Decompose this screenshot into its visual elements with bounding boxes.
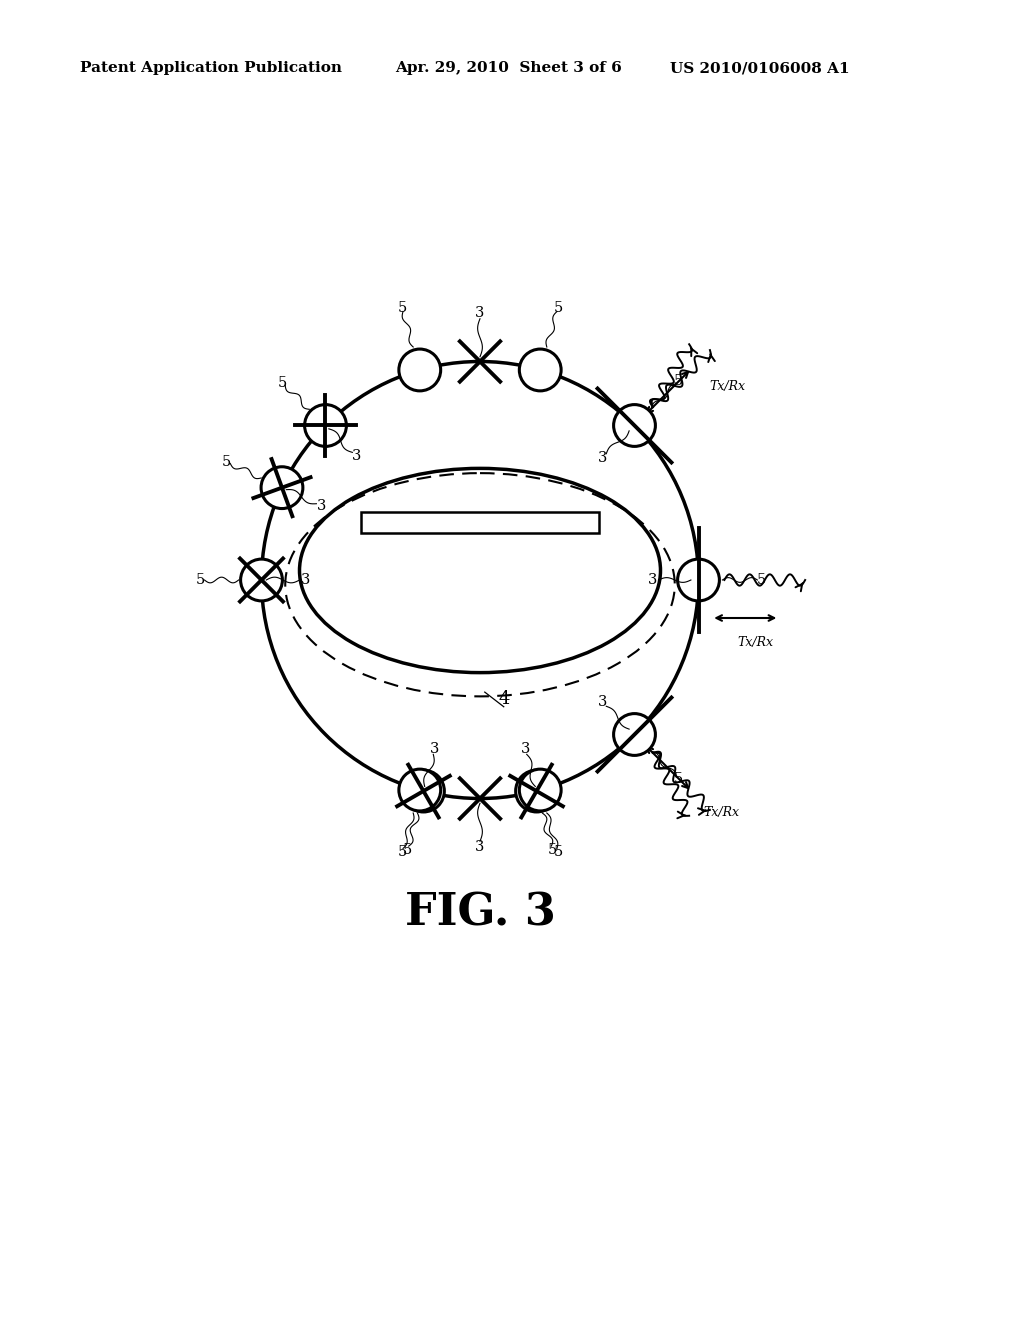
- Circle shape: [241, 560, 283, 601]
- Text: 5: 5: [548, 842, 557, 857]
- Bar: [361, 512, 599, 532]
- Text: 5: 5: [222, 455, 231, 469]
- Circle shape: [261, 467, 303, 508]
- Text: 5: 5: [674, 772, 683, 785]
- Circle shape: [678, 560, 720, 601]
- Text: 3: 3: [598, 450, 607, 465]
- Text: FIG. 3: FIG. 3: [404, 891, 555, 935]
- Circle shape: [399, 348, 440, 391]
- Text: Tx/Rx: Tx/Rx: [703, 807, 739, 820]
- Text: 5: 5: [757, 573, 766, 587]
- Text: 3: 3: [316, 499, 327, 513]
- Text: 3: 3: [520, 742, 530, 756]
- Circle shape: [399, 770, 440, 810]
- Text: 5: 5: [403, 842, 413, 857]
- Circle shape: [519, 348, 561, 391]
- Circle shape: [304, 405, 346, 446]
- Text: 5: 5: [278, 375, 287, 389]
- Text: 5: 5: [553, 845, 562, 859]
- Text: 3: 3: [351, 449, 361, 463]
- Text: 4: 4: [498, 690, 509, 708]
- Text: 5: 5: [196, 573, 206, 587]
- Text: 3: 3: [598, 696, 607, 709]
- Text: US 2010/0106008 A1: US 2010/0106008 A1: [670, 61, 850, 75]
- Text: Tx/Rx: Tx/Rx: [737, 636, 773, 649]
- Text: 3: 3: [648, 573, 657, 587]
- Text: 3: 3: [430, 742, 439, 756]
- Circle shape: [613, 714, 655, 755]
- Text: 5: 5: [397, 845, 407, 859]
- Circle shape: [516, 770, 557, 812]
- Text: Tx/Rx: Tx/Rx: [710, 380, 745, 393]
- Text: 3: 3: [475, 840, 484, 854]
- Circle shape: [519, 770, 561, 810]
- Text: 3: 3: [475, 306, 484, 319]
- Text: 3: 3: [300, 573, 310, 587]
- Text: 5: 5: [674, 374, 683, 388]
- Text: 5: 5: [397, 301, 407, 315]
- Circle shape: [613, 405, 655, 446]
- Text: 5: 5: [553, 301, 562, 315]
- Text: Apr. 29, 2010  Sheet 3 of 6: Apr. 29, 2010 Sheet 3 of 6: [395, 61, 622, 75]
- Text: Patent Application Publication: Patent Application Publication: [80, 61, 342, 75]
- Circle shape: [402, 770, 444, 812]
